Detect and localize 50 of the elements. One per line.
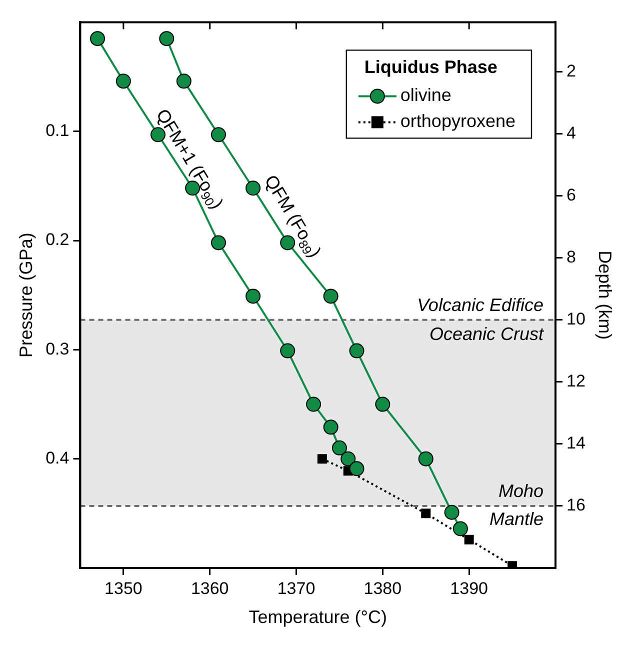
point xyxy=(421,508,431,518)
x-tick-label: 1370 xyxy=(277,578,316,598)
point xyxy=(280,343,296,358)
x-tick-label: 1390 xyxy=(450,578,488,598)
y2-axis-title: Depth (km) xyxy=(595,250,616,340)
point xyxy=(210,127,226,142)
point xyxy=(444,504,460,520)
y2-tick-label: 4 xyxy=(566,124,576,143)
band-label: Oceanic Crust xyxy=(429,324,544,344)
y-tick-label: 0.1 xyxy=(46,121,70,140)
point xyxy=(375,396,390,412)
y2-tick-label: 14 xyxy=(566,434,586,453)
point xyxy=(323,288,338,304)
point xyxy=(317,454,327,464)
point xyxy=(246,288,261,304)
x-tick-label: 1380 xyxy=(364,578,402,598)
point xyxy=(159,31,174,46)
x-tick-label: 1350 xyxy=(104,578,142,598)
point xyxy=(452,521,468,536)
legend-label: olivine xyxy=(400,85,452,106)
y2-tick-label: 6 xyxy=(566,186,576,205)
point xyxy=(349,343,364,358)
y2-tick-label: 10 xyxy=(566,310,586,329)
legend-title: Liquidus Phase xyxy=(364,57,498,78)
point xyxy=(90,31,106,46)
point xyxy=(323,420,338,435)
point xyxy=(332,440,347,456)
point xyxy=(246,180,261,196)
x-tick-label: 1360 xyxy=(190,578,229,598)
ref-line-label: Moho xyxy=(498,480,544,501)
y-tick-label: 0.3 xyxy=(46,339,70,358)
annotation: Mantle xyxy=(489,508,544,529)
point xyxy=(306,396,322,412)
y2-tick-label: 16 xyxy=(566,496,586,515)
point xyxy=(340,451,356,466)
point xyxy=(116,74,131,89)
x-axis-title: Temperature (°C) xyxy=(248,607,387,628)
y-tick-label: 0.4 xyxy=(46,448,70,468)
y2-tick-label: 2 xyxy=(566,62,576,81)
point xyxy=(464,534,474,544)
point xyxy=(349,461,364,476)
ref-line-label: Volcanic Edifice xyxy=(417,294,544,315)
y2-tick-label: 12 xyxy=(566,372,586,391)
y-tick-label: 0.2 xyxy=(46,230,70,250)
point xyxy=(210,235,226,250)
legend-label: orthopyroxene xyxy=(400,111,516,132)
y-axis-title: Pressure (GPa) xyxy=(16,232,36,358)
point xyxy=(176,74,192,89)
y2-tick-label: 8 xyxy=(566,248,576,267)
point xyxy=(418,451,434,466)
